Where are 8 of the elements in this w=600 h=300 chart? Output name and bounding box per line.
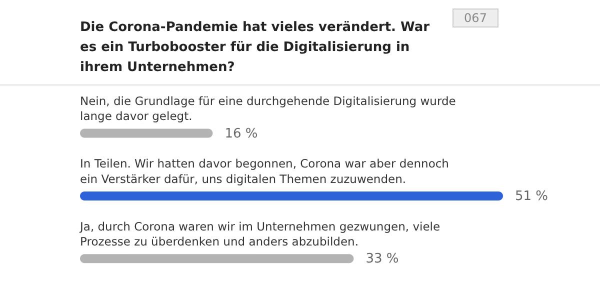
y-tick-label: Ja, durch Corona waren wir im Unternehmen gezwungen, viele Prozesse zu überdenken und anders abzubilden. bbox=[79, 219, 440, 248]
y-tick-label: Nein, die Grundlage für eine durchgehende Digitalisierung wurde lange davor gelegt. bbox=[80, 94, 456, 124]
data-label: 33 % bbox=[366, 252, 399, 267]
data-label: 16 % bbox=[224, 126, 258, 142]
chart-title: Die Corona-Pandemie hat vieles verändert. War es ein Turbobooster für die Digitalisierung in ihrem Unternehmen? bbox=[80, 20, 430, 75]
y-tick-label: In Teilen. Wir hatten davor begonnen, Corona war aber dennoch ein Verstärker dafür, uns digitalen Themen zuzuwenden. bbox=[80, 156, 449, 186]
data-label: 51 % bbox=[515, 188, 548, 204]
text: 067 bbox=[464, 11, 487, 25]
